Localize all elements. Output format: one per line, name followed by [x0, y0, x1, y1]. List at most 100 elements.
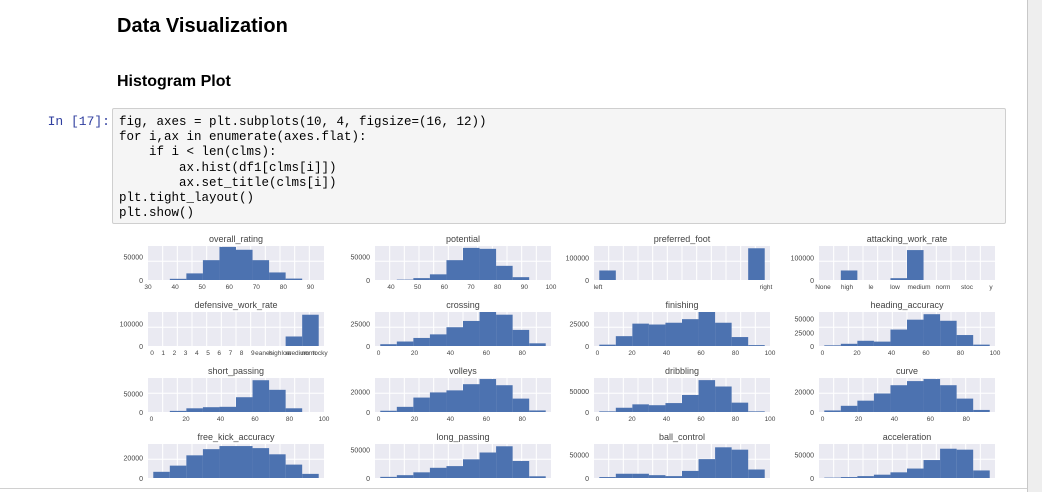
y-tick-label: 0 — [585, 476, 589, 483]
y-tick-label: 100000 — [120, 321, 143, 328]
histogram-title: curve — [896, 366, 918, 376]
x-tick-label: le — [868, 284, 873, 291]
histogram-title: dribbling — [665, 366, 699, 376]
y-tick-label: 0 — [139, 344, 143, 351]
x-tick-label: norm — [301, 350, 316, 357]
x-tick-label: 2 — [173, 350, 177, 357]
code-line: ax.hist(df1[clms[i]]) — [119, 161, 337, 175]
histogram-bar — [512, 329, 530, 346]
x-tick-label: medium — [907, 284, 930, 291]
x-tick-label: 80 — [494, 284, 502, 291]
histogram-title: attacking_work_rate — [867, 234, 948, 244]
scrollbar-track[interactable] — [1028, 0, 1042, 492]
x-tick-label: 40 — [663, 416, 671, 423]
x-tick-label: 60 — [697, 416, 705, 423]
y-tick-label: 0 — [810, 410, 814, 417]
x-tick-label: 80 — [519, 416, 527, 423]
code-line-1: fig, axes = plt.subplots(10, 4, figsize=… — [119, 115, 487, 129]
y-tick-label: 50000 — [124, 254, 144, 261]
x-tick-label: 5 — [206, 350, 210, 357]
histogram-bar — [169, 465, 187, 478]
histogram-bar — [599, 344, 616, 346]
histogram-bar — [731, 337, 749, 346]
x-tick-label: tocky — [312, 350, 328, 357]
code-block[interactable]: fig, axes = plt.subplots(10, 4, figsize=… — [119, 115, 487, 221]
x-tick-label: 0 — [821, 416, 825, 423]
histogram-bar — [446, 390, 463, 412]
histogram-bar — [857, 340, 874, 346]
histogram-bar — [446, 466, 463, 478]
histogram-bar — [956, 449, 974, 478]
histogram-bar — [698, 380, 716, 412]
y-tick-label: 50000 — [795, 452, 815, 459]
histogram-bar — [973, 344, 990, 346]
y-tick-label: 25000 — [795, 330, 815, 337]
x-tick-label: 40 — [217, 416, 225, 423]
histogram-bar — [599, 270, 616, 280]
histogram-bar — [907, 381, 924, 412]
histogram-bar — [715, 386, 732, 412]
histogram-bar — [302, 473, 319, 478]
histogram-title: potential — [446, 234, 480, 244]
histogram-bar — [529, 343, 546, 346]
histogram-bar — [529, 410, 546, 412]
histogram-bar — [429, 467, 447, 478]
x-tick-label: 80 — [519, 350, 527, 357]
histogram-bar — [496, 314, 513, 346]
histogram-bar — [715, 322, 732, 346]
histogram-short-passing: short_passing 0 50000 0 20 40 60 80 100 — [124, 366, 330, 423]
x-tick-label: 100 — [546, 284, 557, 291]
x-tick-label: 20 — [411, 416, 419, 423]
x-tick-label: medium — [286, 350, 309, 357]
x-tick-label: 80 — [957, 350, 965, 357]
histogram-bar — [479, 379, 497, 412]
x-tick-label: 80 — [963, 416, 971, 423]
histogram-bar — [285, 408, 303, 412]
histogram-bar — [599, 477, 616, 478]
x-tick-label: low — [890, 284, 900, 291]
x-tick-label: 8 — [240, 350, 244, 357]
histogram-title: volleys — [449, 366, 477, 376]
y-tick-label: 0 — [139, 476, 143, 483]
histogram-bar — [956, 398, 974, 412]
histogram-bar — [940, 320, 957, 346]
histogram-bar — [824, 410, 841, 412]
histogram-curve: curve 0 20000 0 20 40 60 80 — [795, 366, 995, 423]
histogram-bar — [269, 389, 286, 412]
x-tick-label: None — [815, 284, 831, 291]
histogram-bar — [153, 471, 170, 478]
histogram-bar — [857, 400, 874, 412]
y-tick-label: 0 — [810, 476, 814, 483]
x-tick-label: 40 — [447, 416, 455, 423]
histogram-bar — [252, 448, 270, 478]
histogram-bar — [396, 341, 414, 346]
code-cell[interactable]: fig, axes = plt.subplots(10, 4, figsize=… — [112, 108, 1006, 224]
histogram-dribbling: dribbling 0 50000 0 20 40 60 80 100 — [570, 366, 776, 423]
y-tick-label: 25000 — [570, 322, 590, 329]
histogram-bar — [496, 446, 513, 478]
histogram-title: overall_rating — [209, 234, 263, 244]
histogram-bar — [512, 461, 530, 478]
code-line-2: for i,ax in enumerate(axes.flat): — [119, 130, 367, 145]
histogram-bar — [202, 407, 220, 412]
y-tick-label: 20000 — [124, 455, 144, 462]
histogram-bar — [413, 278, 430, 280]
code-line-7: plt.show() — [119, 206, 195, 221]
code-line-6: plt.tight_layout() — [119, 191, 255, 206]
histogram-bar — [496, 265, 513, 280]
x-tick-label: 0 — [821, 350, 825, 357]
x-tick-label: 40 — [387, 284, 395, 291]
histogram-bar — [512, 398, 530, 412]
section-title: Histogram Plot — [117, 73, 231, 90]
x-tick-label: low — [282, 350, 292, 357]
x-tick-label: 80 — [280, 284, 288, 291]
histogram-bar — [873, 393, 891, 412]
histogram-bar — [219, 446, 236, 478]
histogram-bar — [840, 343, 858, 346]
histogram-bar — [840, 270, 858, 280]
x-tick-label: 40 — [447, 350, 455, 357]
scroll-divider — [1027, 0, 1028, 492]
x-tick-label: 40 — [171, 284, 179, 291]
histogram-bar — [873, 474, 891, 478]
x-tick-label: 0 — [150, 350, 154, 357]
